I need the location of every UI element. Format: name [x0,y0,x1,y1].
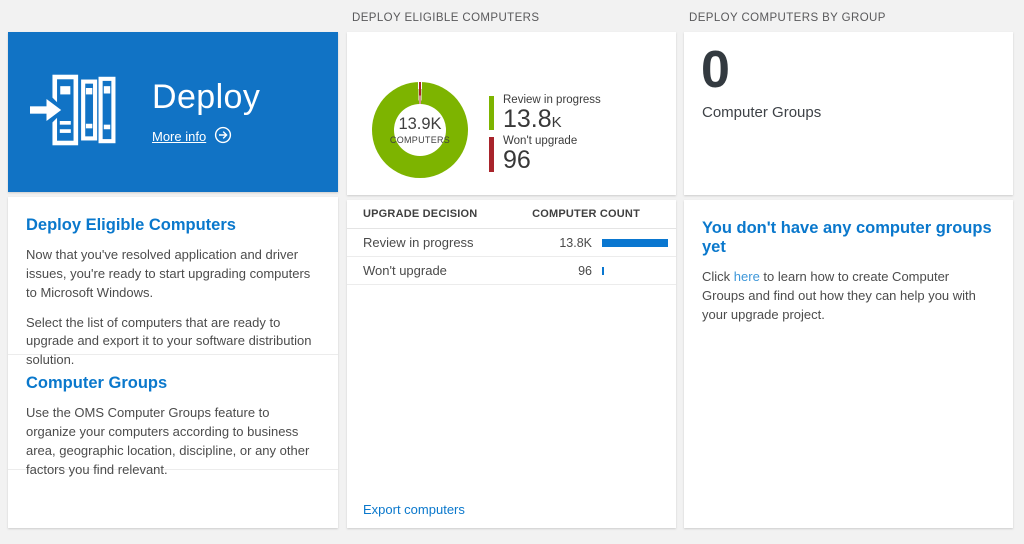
column-header-upgrade-decision: UPGRADE DECISION [363,208,478,220]
legend-item-review-in-progress: Review in progress 13.8K [489,94,601,132]
section-heading: Computer Groups [26,374,168,392]
legend-label: Review in progress [503,94,601,106]
text-before-link: Click [702,269,734,284]
deploy-eligible-computers-section: Deploy Eligible Computers Now that you'v… [8,197,338,367]
row-bar-cell [602,266,668,275]
deploy-icon [30,73,118,152]
computer-groups-count-label: Computer Groups [702,104,822,121]
section-paragraph: Use the OMS Computer Groups feature to o… [26,405,310,477]
middle-column-header: DEPLOY ELIGIBLE COMPUTERS [352,12,540,24]
table-header-row: UPGRADE DECISION COMPUTER COUNT [347,200,676,229]
here-link[interactable]: here [733,269,760,284]
export-computers-link[interactable]: Export computers [363,502,465,517]
legend-swatch-red [489,137,494,172]
eligible-computers-chart-tile: 13.9K COMPUTERS Review in progress 13.8K… [347,32,676,195]
count-bar [602,238,668,247]
text-after-link: to learn how to create Computer Groups a… [702,269,976,322]
legend-label: Won't upgrade [503,135,578,148]
table-row[interactable]: Review in progress 13.8K [347,229,676,257]
more-info-link[interactable]: More info [152,126,260,147]
column-header-computer-count: COMPUTER COUNT [532,208,640,220]
donut-chart[interactable]: 13.9K COMPUTERS [372,82,468,178]
legend-value: 13.8 [503,105,552,133]
row-label: Review in progress [363,235,474,250]
empty-state-text: Click here to learn how to create Comput… [702,268,995,325]
row-count: 13.8K [559,235,592,250]
legend-swatch-green [489,96,494,131]
computer-groups-count: 0 [701,41,730,99]
computer-groups-count-tile[interactable]: 0 Computer Groups [684,32,1013,195]
right-column-header: DEPLOY COMPUTERS BY GROUP [689,12,886,24]
chart-legend: Review in progress 13.8K Won't upgrade 9… [489,94,601,174]
legend-value-suffix: K [551,114,562,131]
table-row[interactable]: Won't upgrade 96 [347,257,676,285]
count-bar [602,266,604,275]
arrow-circle-icon [214,126,232,147]
donut-center-value: 13.9K [398,115,442,133]
upgrade-decision-table-card: UPGRADE DECISION COMPUTER COUNT Review i… [347,200,676,528]
legend-value: 96 [503,146,531,175]
legend-item-wont-upgrade: Won't upgrade 96 [489,135,601,173]
section-paragraph: Now that you've resolved application and… [26,247,311,300]
row-label: Won't upgrade [363,263,447,278]
empty-state-heading: You don't have any computer groups yet [702,219,992,256]
computer-groups-empty-state-card: You don't have any computer groups yet C… [684,200,1013,528]
computer-groups-section: Computer Groups Use the OMS Computer Gro… [8,355,338,477]
donut-center-label: COMPUTERS [389,135,451,145]
section-heading: Deploy Eligible Computers [26,216,236,234]
deploy-tile[interactable]: Deploy More info [8,32,338,192]
more-info-label: More info [152,128,207,144]
deploy-description-card: Deploy Eligible Computers Now that you'v… [8,197,338,528]
section-paragraph: Select the list of computers that are re… [26,314,312,368]
donut-center: 13.9K COMPUTERS [390,104,450,156]
row-count: 96 [578,263,592,278]
row-bar-cell [602,238,668,247]
deploy-tile-title: Deploy [152,77,261,116]
